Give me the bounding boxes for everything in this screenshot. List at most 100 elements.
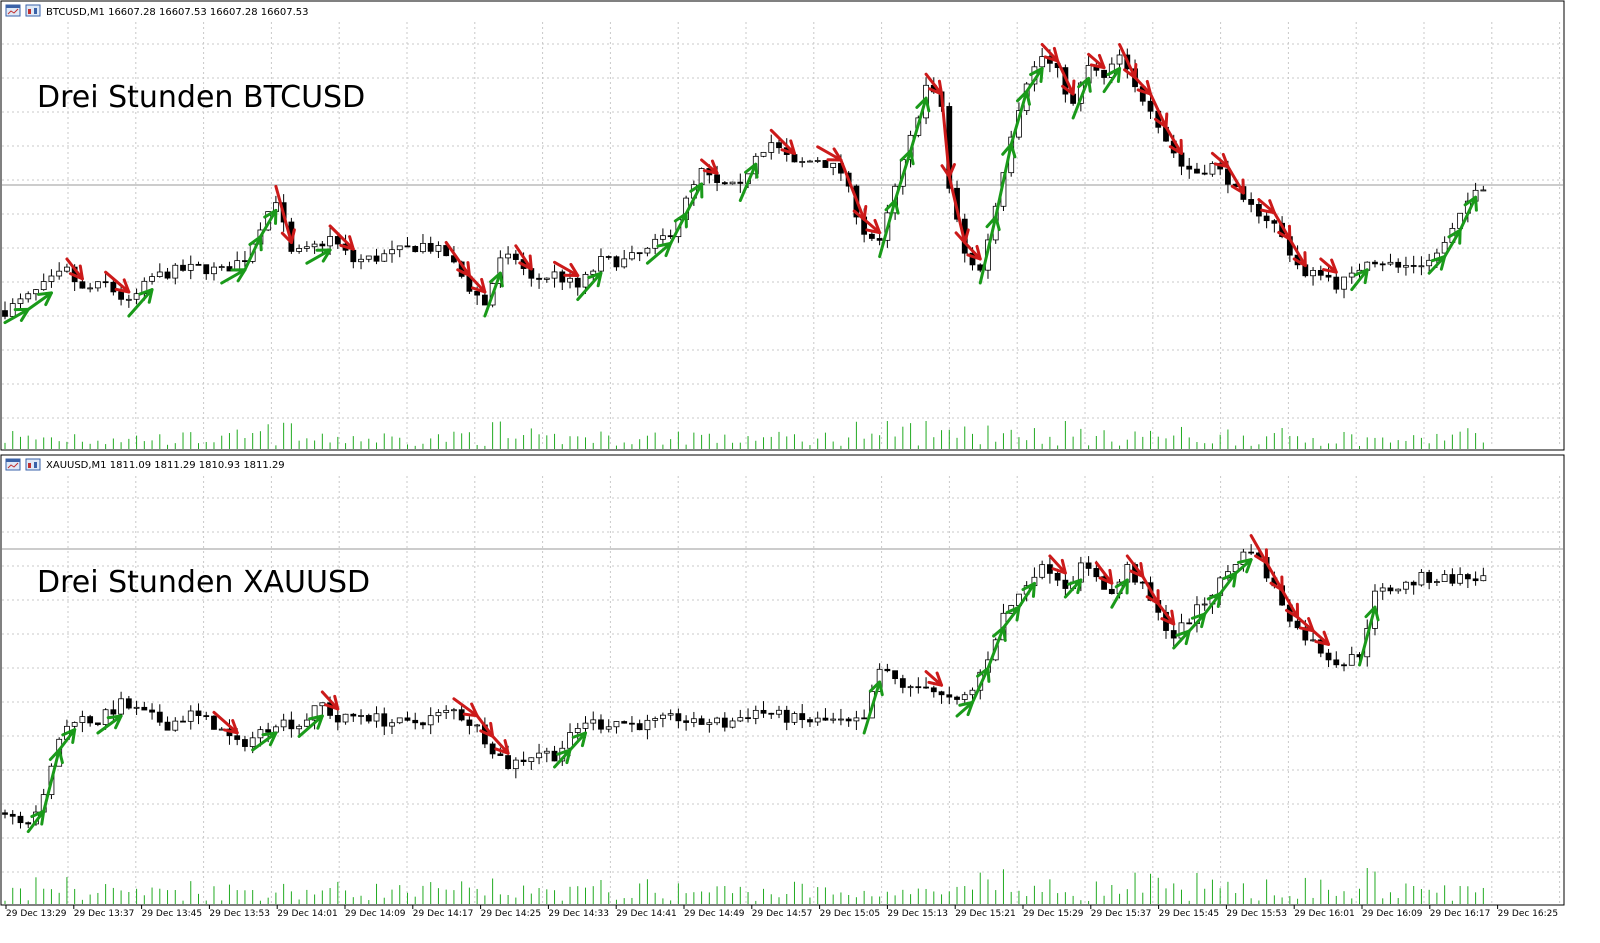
candle [156,704,163,726]
candle [807,159,813,163]
candle [211,715,217,730]
candle [203,711,210,720]
candle [783,705,790,731]
candle [94,281,101,292]
candle [629,245,635,261]
candle [125,294,132,308]
candle [1395,258,1402,274]
candle [156,263,163,278]
trend-arrow [1017,581,1036,609]
candle [729,717,736,729]
trend-arrow [96,714,123,735]
trend-arrow [738,162,759,202]
candle [180,715,186,723]
candle [87,714,94,727]
candle [381,249,388,262]
candle [365,713,372,724]
candle [1372,259,1378,268]
candle [1403,256,1409,276]
trend-arrow [65,257,84,281]
candle [1317,265,1324,281]
candle [930,685,937,698]
x-tick-label: 29 Dec 14:33 [548,909,609,919]
trend-arrow [467,274,487,294]
candle [551,264,558,288]
candle [1480,185,1487,192]
candle [729,181,736,185]
candle [94,722,101,727]
arrow-layer [3,43,1478,834]
trend-arrow [924,670,944,687]
candle [938,690,945,704]
trend-arrow [57,728,77,752]
candle [892,670,898,685]
candle [752,705,759,725]
candle [435,241,442,259]
trend-arrow [769,128,796,155]
trend-arrow [909,96,931,153]
chart-window-icon[interactable] [25,4,41,17]
candle [164,716,171,731]
candle [451,707,457,720]
candle [203,264,210,280]
volume-layer [4,421,1484,904]
x-axis-ticks: 29 Dec 13:29 29 Dec 13:37 29 Dec 13:45 29 D… [5,905,1558,919]
candle [814,157,821,164]
candle [567,270,573,289]
candle [280,713,287,732]
candle [868,231,875,241]
candle [907,684,914,697]
candle [396,717,403,725]
x-tick-label: 29 Dec 14:49 [684,909,745,919]
candle [373,706,380,728]
trend-arrow [1087,52,1106,70]
trend-arrow [1156,602,1176,626]
candle [180,259,186,272]
chart-window-icon[interactable] [5,458,21,471]
candle [481,291,488,306]
chart-window-icon[interactable] [5,4,21,17]
candle [1379,583,1386,600]
candle [427,236,434,254]
trend-arrow [305,248,332,265]
candle [48,269,55,288]
candle [303,713,310,728]
candle [660,712,666,728]
candle [1201,164,1208,176]
candle [149,703,155,720]
trend-arrow [1358,605,1380,667]
candle [760,701,767,718]
candle [690,711,697,728]
candle [714,716,720,726]
candle [218,264,225,271]
candle [1248,192,1255,213]
candle [412,712,419,730]
candle [1147,95,1154,119]
trend-arrow [568,731,587,752]
candle [1333,651,1340,668]
candle [102,272,109,288]
x-tick-label: 29 Dec 15:05 [820,909,881,919]
candle [404,237,411,248]
candle [288,711,295,738]
candle [358,254,364,270]
candle [141,701,148,711]
candle [195,261,202,266]
candle [613,255,620,271]
x-tick-label: 29 Dec 14:57 [752,909,813,919]
top-pane-frame [0,0,1565,451]
candle [698,715,705,725]
trend-arrow [26,291,53,311]
top-overlay-title: Drei Stunden BTCUSD [37,80,365,115]
trend-arrow [1288,237,1307,268]
candle [551,745,558,762]
candle [1271,219,1278,233]
candle [133,700,140,715]
candle [505,246,512,265]
x-tick-label: 29 Dec 15:37 [1091,909,1152,919]
candle [1387,253,1394,266]
x-tick-label: 29 Dec 14:09 [345,909,406,919]
chart-window-icon[interactable] [25,458,41,471]
trend-arrow [1110,578,1129,609]
x-tick-label: 29 Dec 13:37 [74,909,135,919]
